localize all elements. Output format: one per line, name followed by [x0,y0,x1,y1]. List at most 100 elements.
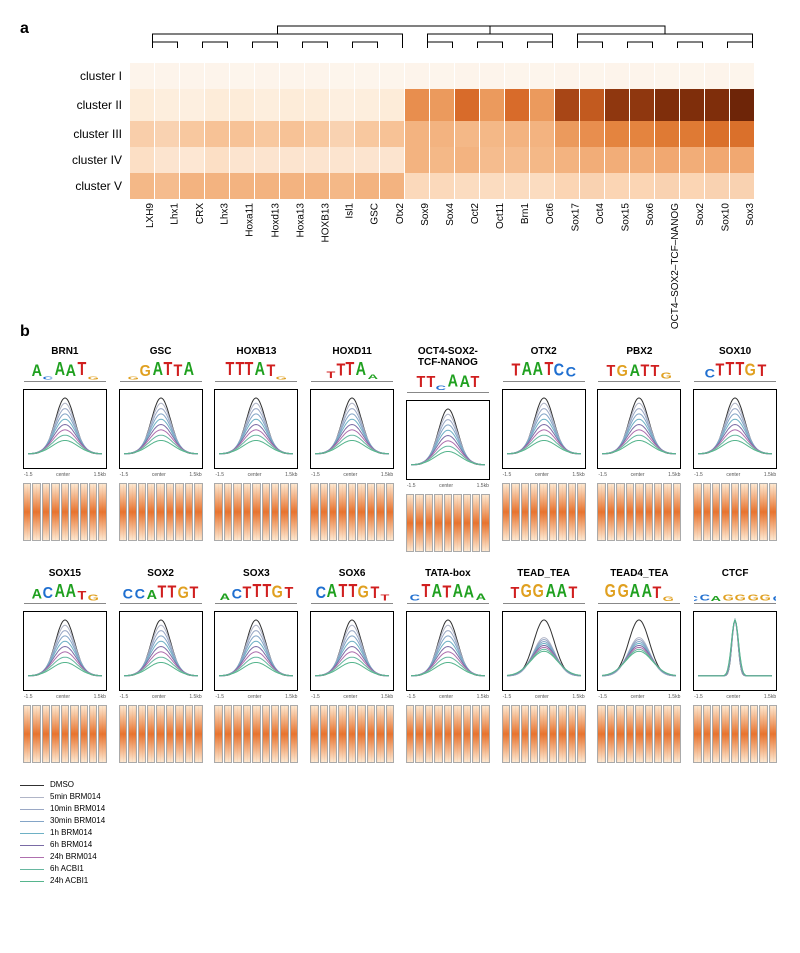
heatmap-cell [630,173,655,199]
heatmap-cell [655,147,680,173]
footprint-heatmap [693,705,777,763]
motif-column: GSCGGATTA-1.5center1.5kb [116,346,206,552]
heatmap-cell [405,147,430,173]
column-label: Oct4 [580,203,605,303]
profile-plot: -1.5center1.5kb [502,611,586,691]
legend-label: 10min BRM014 [50,803,105,815]
footprint-heatmap [597,705,681,763]
heatmap-cell [655,63,680,89]
legend-item: DMSO [20,779,780,791]
heatmap-cell [255,89,280,121]
heatmap-cell [355,147,380,173]
motif-title: SOX3 [243,568,270,579]
heatmap-cell [705,63,730,89]
motif-column: PBX2TGATTG-1.5center1.5kb [595,346,685,552]
profile-plot: -1.5center1.5kb [119,389,203,469]
motif-title: OCT4-SOX2-TCF-NANOG [418,346,478,368]
heatmap-cell [330,121,355,147]
heatmap-cell [555,173,580,199]
heatmap-cell [380,63,405,89]
motif-column: SOX2CCATTGT-1.5center1.5kb [116,568,206,763]
motif-title: SOX2 [147,568,174,579]
heatmap-cell [430,63,455,89]
heatmap-cell [530,173,555,199]
sequence-logo: CTTTGT [694,359,776,382]
heatmap-cell [305,89,330,121]
profile-plot: -1.5center1.5kb [23,389,107,469]
legend-label: DMSO [50,779,74,791]
heatmap-cell [230,63,255,89]
motif-title: TEAD4_TEA [610,568,668,579]
heatmap-cell [705,121,730,147]
column-label: Hoxa11 [230,203,255,303]
heatmap-cell [730,147,755,173]
column-label: Sox17 [555,203,580,303]
footprint-heatmap [406,705,490,763]
footprint-heatmap [23,483,107,541]
column-label: Sox6 [630,203,655,303]
column-label: Sox2 [680,203,705,303]
motif-column: TEAD_TEATGGAAT-1.5center1.5kb [499,568,589,763]
sequence-logo: CTATAAA [407,581,489,604]
dendrogram [140,20,770,50]
heatmap-cell [280,89,305,121]
heatmap-cell [480,89,505,121]
heatmap-cell [280,121,305,147]
legend-label: 24h BRM014 [50,851,97,863]
sequence-logo: TGGAAT [503,581,585,604]
heatmap-cell [680,63,705,89]
column-label: GSC [355,203,380,303]
heatmap-cell [255,173,280,199]
heatmap-cell [305,173,330,199]
heatmap-cell [155,89,180,121]
heatmap-cell [280,63,305,89]
heatmap-cell [180,63,205,89]
heatmap-cell [680,147,705,173]
profile-plot: -1.5center1.5kb [693,389,777,469]
row-label: cluster V [20,173,130,199]
heatmap-cell [580,147,605,173]
heatmap-cell [230,121,255,147]
heatmap-cell [480,121,505,147]
sequence-logo: CCAGGGGC [694,581,776,604]
heatmap-cell [380,89,405,121]
footprint-heatmap [502,705,586,763]
heatmap-cell [630,89,655,121]
heatmap-cell [730,121,755,147]
heatmap-cell [680,121,705,147]
heatmap-cell [455,121,480,147]
column-label: Isl1 [330,203,355,303]
heatmap-cell [305,147,330,173]
profile-plot: -1.5center1.5kb [214,389,298,469]
heatmap-cell [405,173,430,199]
motif-title: CTCF [722,568,749,579]
heatmap-cell [380,121,405,147]
motif-row-2: SOX15ACAATG-1.5center1.5kbSOX2CCATTGT-1.… [20,568,780,763]
footprint-heatmap [406,494,490,552]
heatmap-cell [580,121,605,147]
profile-plot: -1.5center1.5kb [119,611,203,691]
heatmap-cell [655,173,680,199]
row-label: cluster IV [20,147,130,173]
heatmap-cell [330,63,355,89]
heatmap-cell [430,173,455,199]
motif-column: TEAD4_TEAGGAATG-1.5center1.5kb [595,568,685,763]
motif-column: OCT4-SOX2-TCF-NANOGTTCAAT-1.5center1.5kb [403,346,493,552]
heatmap-cell [555,63,580,89]
panel-a: a cluster Icluster IIcluster IIIcluster … [20,20,780,303]
profile-plot: -1.5center1.5kb [597,611,681,691]
heatmap-cell [230,147,255,173]
column-label: Sox9 [405,203,430,303]
sequence-logo: TTTAA [311,359,393,382]
motif-title: PBX2 [626,346,652,357]
motif-title: BRN1 [51,346,78,357]
column-label: Oct6 [530,203,555,303]
heatmap-row-labels: cluster Icluster IIcluster IIIcluster IV… [20,63,130,199]
footprint-heatmap [597,483,681,541]
profile-plot: -1.5center1.5kb [597,389,681,469]
heatmap-cell [130,89,155,121]
heatmap-cell [730,63,755,89]
heatmap-cell [505,147,530,173]
footprint-heatmap [214,705,298,763]
heatmap-cell [530,63,555,89]
